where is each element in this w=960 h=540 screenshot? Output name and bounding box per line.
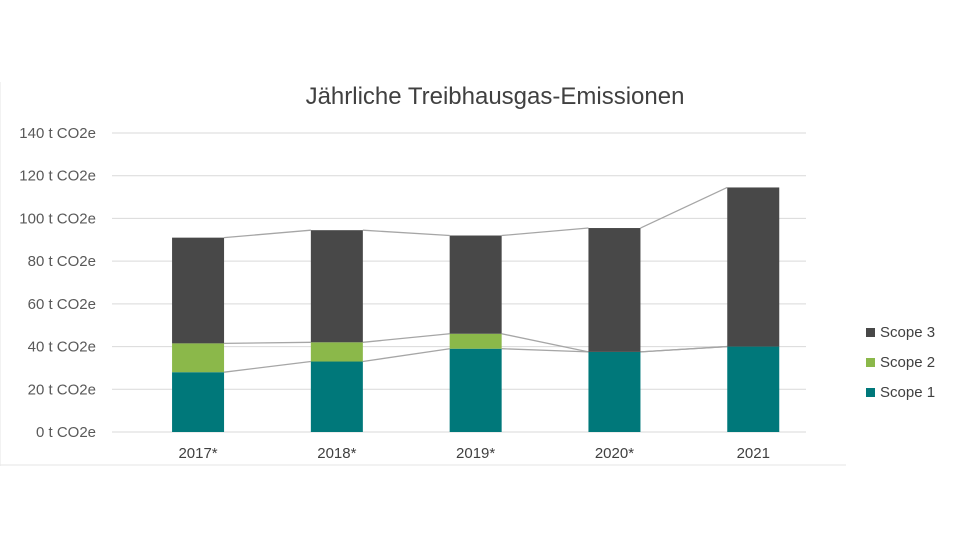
- bar-segment-scope-1: [310, 361, 363, 432]
- bar-segment-scope-3: [310, 230, 363, 343]
- x-axis-ticks: 2017* 2018* 2019* 2020* 2021: [178, 445, 769, 462]
- bar-segment-scope-1: [449, 348, 502, 432]
- y-tick-label: 40 t CO2e: [28, 339, 96, 356]
- legend-label: Scope 3: [880, 324, 935, 341]
- series-lines: [223, 186, 728, 373]
- y-tick-label: 120 t CO2e: [19, 168, 96, 185]
- x-tick-label: 2021: [737, 445, 770, 462]
- legend: Scope 3 Scope 2 Scope 1: [866, 324, 935, 401]
- legend-swatch: [866, 388, 875, 397]
- bars: [172, 187, 780, 432]
- x-tick-label: 2019*: [456, 445, 495, 462]
- series-line-scope-2: [224, 333, 728, 353]
- bar-segment-scope-2: [310, 342, 363, 362]
- bar-segment-scope-3: [588, 228, 641, 352]
- bar-segment-scope-1: [172, 372, 225, 432]
- y-tick-label: 0 t CO2e: [36, 424, 96, 441]
- x-tick-label: 2020*: [595, 445, 634, 462]
- bar-segment-scope-2: [449, 333, 502, 349]
- y-tick-label: 20 t CO2e: [28, 381, 96, 398]
- bar-segment-scope-3: [172, 237, 225, 344]
- bar-segment-scope-1: [727, 346, 780, 432]
- legend-swatch: [866, 358, 875, 367]
- y-tick-label: 100 t CO2e: [19, 210, 96, 227]
- x-tick-label: 2017*: [178, 445, 217, 462]
- chart-title: Jährliche Treibhausgas-Emissionen: [306, 83, 685, 110]
- x-tick-label: 2018*: [317, 445, 356, 462]
- bar-segment-scope-3: [727, 187, 780, 347]
- y-axis-ticks: 0 t CO2e 20 t CO2e 40 t CO2e 60 t CO2e 80 t …: [19, 125, 96, 441]
- y-tick-label: 80 t CO2e: [28, 253, 96, 270]
- y-tick-label: 60 t CO2e: [28, 296, 96, 313]
- legend-label: Scope 1: [880, 384, 935, 401]
- series-line-scope-1: [223, 345, 728, 373]
- bar-segment-scope-3: [449, 235, 502, 334]
- legend-label: Scope 2: [880, 354, 935, 371]
- bar-segment-scope-2: [172, 343, 225, 373]
- y-tick-label: 140 t CO2e: [19, 125, 96, 142]
- series-line-scope-3: [224, 186, 728, 239]
- bar-segment-scope-1: [588, 351, 641, 432]
- legend-swatch: [866, 328, 875, 337]
